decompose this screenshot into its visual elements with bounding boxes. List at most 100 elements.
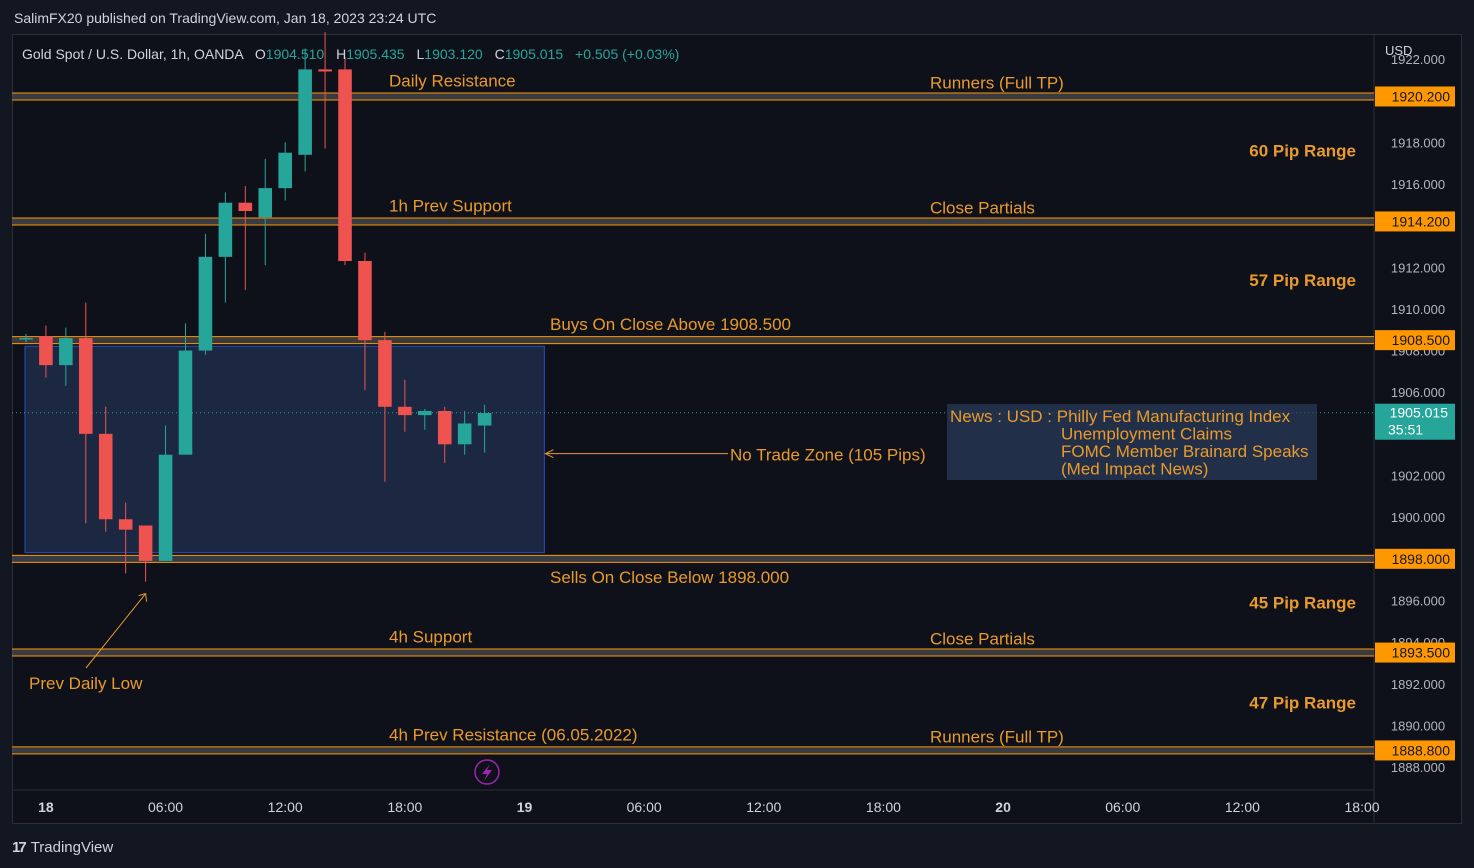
arrow-head-left-icon [544,449,554,459]
level-price-tag [1375,548,1455,569]
candle-body [198,256,213,351]
candle-body [418,410,432,416]
level-left-label: 4h Prev Resistance (06.05.2022) [389,725,638,744]
level-price-label: 1920.200 [1392,88,1451,104]
level-price-label: 1908.500 [1392,332,1451,348]
prev-daily-low-label: Prev Daily Low [29,674,143,693]
candle-body [59,338,73,366]
candle-body [98,433,113,520]
candle-body [39,335,53,366]
symbol-name: Gold Spot / U.S. Dollar, 1h, OANDA [22,46,244,62]
price-tick-label: 1888.000 [1391,760,1445,775]
time-tick-label: 18:00 [866,799,901,815]
tradingview-footer[interactable]: 17 TradingView [12,836,113,858]
level-price-label: 1914.200 [1392,213,1451,229]
candle-body [378,340,392,407]
ohlc-high: 1905.435 [346,46,405,62]
current-price-label: 1905.015 [1390,405,1449,421]
symbol-legend: Gold Spot / U.S. Dollar, 1h, OANDA O1904… [22,46,679,62]
candle-body [158,454,173,561]
price-tick-label: 1892.000 [1391,677,1445,692]
lightning-icon[interactable] [474,759,500,785]
price-tick-label: 1922.000 [1391,52,1445,67]
level-mid-label: Runners (Full TP) [930,727,1064,746]
level-price-tag [1375,211,1455,232]
level-band [12,336,1374,344]
time-tick-label: 18:00 [387,799,422,815]
level-band [12,746,1374,754]
candle-body [338,69,352,262]
candle-body [358,261,372,341]
annotations-layer: No Trade Zone (105 Pips) Prev Daily Low Ne… [29,404,1317,693]
candle-body [457,423,472,445]
candle-body [318,69,332,72]
pip-range-label: 57 Pip Range [1249,271,1356,290]
price-tick-label: 1900.000 [1391,510,1445,525]
tradingview-logo-icon: 17 [12,838,27,856]
time-tick-label: 06:00 [627,799,662,815]
time-tick-label: 19 [517,799,533,815]
candle-body [218,202,233,257]
candle-body [19,338,33,340]
level-left-label: 4h Support [389,628,472,647]
candle-body [178,350,193,455]
level-price-label: 1893.500 [1392,645,1451,661]
level-left-label: Sells On Close Below 1898.000 [550,568,789,587]
level-left-label: Daily Resistance [389,71,516,90]
time-tick-label: 06:00 [148,799,183,815]
published-by-line: SalimFX20 published on TradingView.com, … [14,10,437,26]
no-trade-zone-label: No Trade Zone (105 Pips) [730,446,926,465]
ohlc-low: 1903.120 [424,46,483,62]
price-axis: 1888.0001890.0001892.0001894.0001896.000… [1375,52,1455,775]
time-tick-label: 12:00 [1225,799,1260,815]
time-tick-label: 12:00 [746,799,781,815]
time-tick-label: 12:00 [268,799,303,815]
level-price-tag [1375,740,1455,761]
prev-daily-low-arrow [85,593,146,669]
ohlc-open-label: O [255,46,266,62]
candles-layer [19,31,492,582]
level-band [12,555,1374,563]
price-tick-label: 1890.000 [1391,718,1445,733]
candle-body [437,410,452,445]
level-band [12,649,1374,657]
candle-body [278,152,292,189]
level-price-tag [1375,330,1455,351]
ohlc-high-label: H [336,46,346,62]
time-axis: 18 06:00 12:00 18:00 19 06:00 12:00 18:00 20 06:0… [38,799,1380,815]
level-price-tag [1375,86,1455,107]
price-tick-label: 1902.000 [1391,469,1445,484]
candle-countdown: 35:51 [1388,422,1423,438]
level-price-label: 1888.800 [1392,742,1451,758]
levels-layer: Daily Resistance Runners (Full TP) 1h Prev… [12,71,1374,755]
currency-label: USD [1385,43,1412,58]
pip-range-label: 47 Pip Range [1249,694,1356,713]
news-line: FOMC Member Brainard Speaks [1061,442,1309,461]
ohlc-close-label: C [495,46,505,62]
price-tick-label: 1906.000 [1391,385,1445,400]
time-tick-label: 20 [995,799,1011,815]
arrow-head-up-icon [138,593,148,602]
news-box [947,404,1317,480]
candle-body [238,202,253,212]
pip-range-label: 45 Pip Range [1249,594,1356,613]
level-mid-label: Close Partials [930,198,1035,217]
level-price-label: 1898.000 [1392,551,1451,567]
candle-body [79,338,93,434]
ohlc-open: 1904.510 [266,46,325,62]
current-price-tag [1375,403,1455,440]
level-left-label: 1h Prev Support [389,196,512,215]
level-mid-label: Runners (Full TP) [930,73,1064,92]
candle-body [258,188,273,218]
time-tick-label: 06:00 [1105,799,1140,815]
pip-range-label: 60 Pip Range [1249,142,1356,161]
price-tick-label: 1912.000 [1391,260,1445,275]
ohlc-change: +0.505 (+0.03%) [575,46,679,62]
ohlc-close: 1905.015 [505,46,564,62]
news-line: News : USD : Philly Fed Manufacturing In… [950,407,1291,426]
candle-body [118,519,133,530]
level-band [12,92,1374,100]
price-tick-label: 1916.000 [1391,177,1445,192]
level-left-label: Buys On Close Above 1908.500 [550,315,791,334]
